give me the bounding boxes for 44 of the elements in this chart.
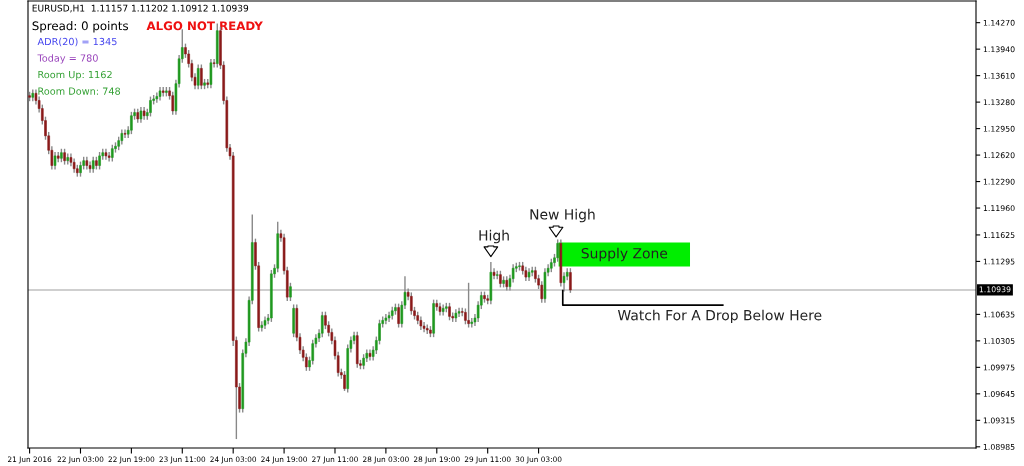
annotation: Spread: 0 points <box>32 21 129 33</box>
candlestick <box>130 111 133 135</box>
candlestick <box>502 276 505 288</box>
candlestick <box>467 282 470 328</box>
candlestick <box>448 302 451 321</box>
candlestick <box>171 91 175 115</box>
ref-line-label: Watch For A Drop Below Here <box>617 309 822 324</box>
chart-title: EURUSD,H1 1.11157 1.11202 1.10912 1.10939 <box>32 4 249 13</box>
candlestick <box>107 151 111 162</box>
annotation: Room Down: 748 <box>38 87 121 95</box>
candlestick <box>387 311 391 322</box>
candlestick <box>394 303 397 315</box>
annotation: ALGO NOT READY <box>146 21 263 31</box>
candlestick <box>432 299 435 338</box>
annotation: Room Up: 1162 <box>38 70 112 81</box>
annotation: Today = 780 <box>37 54 98 64</box>
candlestick <box>518 261 521 271</box>
candlestick <box>384 314 388 325</box>
candlestick <box>28 91 31 102</box>
candlestick <box>321 311 324 338</box>
candlestick <box>149 96 152 117</box>
candlestick <box>569 268 572 293</box>
candlestick <box>98 151 101 170</box>
candlestick <box>483 291 486 303</box>
annotation: New High <box>530 208 595 223</box>
candlestick <box>499 270 502 288</box>
candlestick <box>429 326 432 338</box>
candlestick <box>445 302 448 313</box>
candlestick <box>165 86 168 97</box>
candlestick <box>60 148 63 163</box>
candlestick <box>79 161 82 177</box>
candlestick <box>289 282 292 302</box>
annotation: High <box>479 229 509 244</box>
candlestick <box>292 304 295 338</box>
candlestick <box>95 156 98 170</box>
candlestick <box>200 64 203 90</box>
annotation: Supply Zone <box>581 247 668 262</box>
candlestick <box>203 78 206 90</box>
candlestick <box>397 303 400 328</box>
candlestick <box>410 292 413 315</box>
candlestick <box>63 148 66 165</box>
candlestick <box>343 371 346 391</box>
candlestick <box>88 161 92 173</box>
annotation: ADR(20) = 1345 <box>37 37 117 47</box>
